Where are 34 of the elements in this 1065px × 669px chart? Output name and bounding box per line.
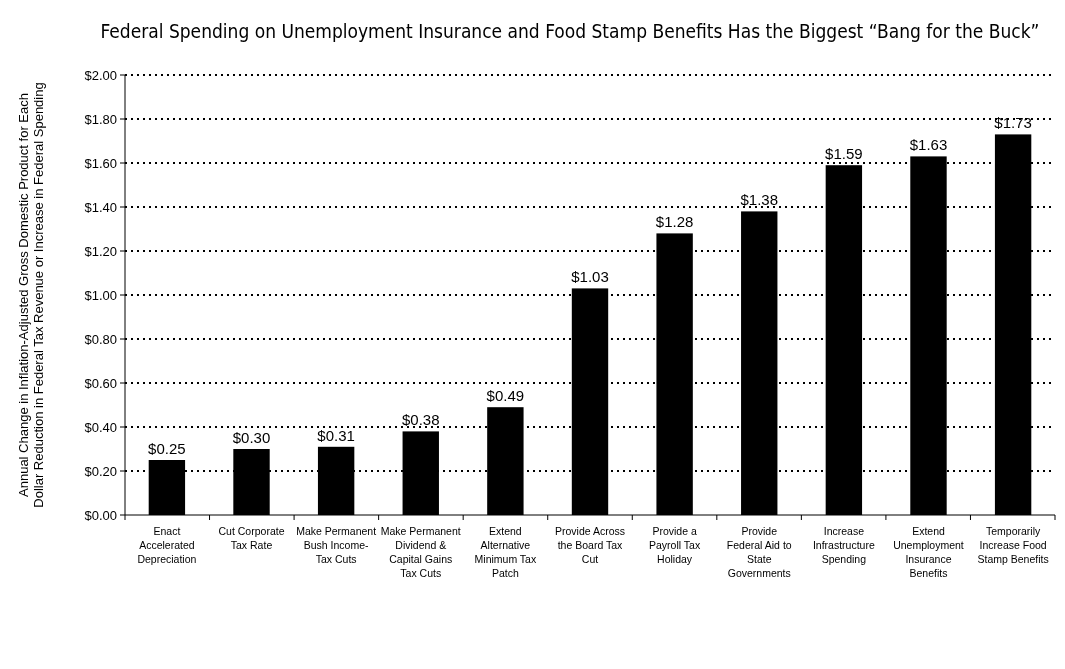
y-axis-title: Annual Change in Inflation-Adjusted Gross Domestic Product for Each Dollar Reduction in Federal Tax Revenue or Increase in Federal Spending	[16, 82, 46, 508]
data-label: $0.31	[317, 426, 355, 444]
chart-title: Federal Spending on Unemployment Insurance and Food Stamp Benefits Has the Biggest “Bang for the Buck”	[100, 20, 1040, 42]
y-tick-label: $1.40	[84, 199, 117, 215]
x-tick-label: Provide Federal Aid to State Governments	[726, 525, 792, 579]
x-tick-label: Enact Accelerated Depreciation	[137, 525, 197, 565]
data-label: $1.03	[571, 268, 609, 286]
x-tick-label: Provide a Payroll Tax Holiday	[649, 525, 701, 565]
data-label: $1.59	[825, 145, 863, 163]
data-label: $1.28	[655, 213, 694, 231]
data-label: $1.38	[740, 191, 779, 209]
y-tick-label: $0.60	[84, 375, 117, 391]
data-label: $0.38	[401, 411, 440, 429]
y-tick-label: $1.80	[84, 111, 117, 127]
y-tick-label: $0.80	[84, 331, 117, 347]
x-tick-label: Increase Infrastructure Spending	[812, 525, 875, 565]
x-tick-label: Extend Unemployment Insurance Benefits	[893, 525, 964, 579]
y-tick-label: $1.00	[84, 287, 117, 303]
y-tick-label: $0.00	[84, 507, 117, 523]
data-label: $0.30	[232, 429, 271, 446]
x-tick-label: Temporarily Increase Food Stamp Benefits	[977, 525, 1049, 565]
x-tick-label: Extend Alternative Minimum Tax Patch	[474, 525, 537, 579]
x-tick-label: Provide Across the Board Tax Cut	[554, 525, 626, 565]
y-tick-label: $1.20	[84, 243, 117, 259]
data-label: $1.63	[909, 136, 948, 154]
y-tick-label: $2.00	[84, 67, 117, 83]
data-label: $0.49	[486, 387, 525, 405]
y-tick-label: $1.60	[84, 155, 117, 171]
x-tick-label: Cut Corporate Tax Rate	[218, 525, 285, 551]
y-tick-label: $0.20	[84, 463, 117, 479]
data-label: $0.25	[148, 440, 186, 457]
x-tick-label: Make Permanent Dividend & Capital Gains Tax Cuts	[380, 525, 461, 579]
y-tick-label: $0.40	[84, 419, 117, 435]
x-tick-label: Make Permanent Bush Income-Tax Cuts	[296, 525, 377, 565]
